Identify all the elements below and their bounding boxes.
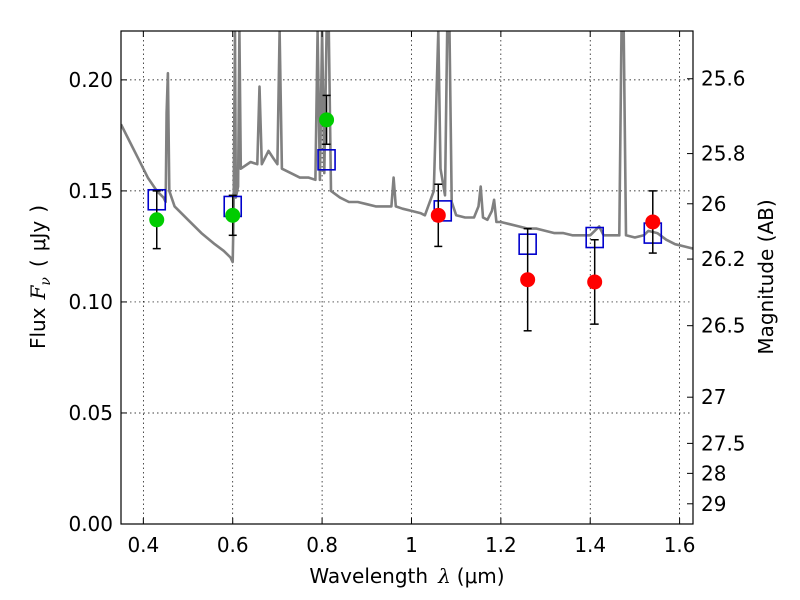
axes-frame: [120, 30, 694, 525]
y2-tick-label: 25.8: [701, 142, 746, 166]
observed-point: [319, 112, 335, 128]
model-sed-line: [121, 31, 693, 264]
y-tick-label: 0.15: [68, 179, 113, 203]
observed-point: [430, 207, 446, 223]
y2-tick-label: 26.5: [701, 314, 746, 338]
y-tick-label: 0.20: [68, 68, 113, 92]
x-tick-label: 1: [405, 533, 418, 557]
observed-point: [225, 207, 241, 223]
grid: [121, 31, 693, 525]
y2-axis-title: Magnitude (AB): [754, 199, 778, 354]
x-tick-label: 0.8: [306, 533, 338, 557]
y-tick-label: 0.00: [68, 512, 113, 536]
y2-tick-label: 25.6: [701, 67, 746, 91]
plot-area: [121, 31, 693, 332]
y2-tick-label: 28: [701, 461, 726, 485]
y-tick-label: 0.10: [68, 290, 113, 314]
y2-tick-label: 29: [701, 492, 726, 516]
observed-point: [645, 214, 661, 230]
ticks: 0.4 0.6 0.8 1 1.2 1.4 1.6 0.00 0.05 0.10 0.15 0.20 2…: [68, 31, 746, 557]
y2-tick-label: 27.5: [701, 431, 746, 455]
y-axis-title: FluxFν(μJy): [26, 205, 54, 349]
y2-tick-label: 26.2: [701, 247, 746, 271]
x-axis-title: Wavelength λ (μm): [309, 564, 504, 588]
y2-tick-label: 27: [701, 385, 726, 409]
x-tick-label: 0.6: [217, 533, 249, 557]
y2-tick-label: 26: [701, 192, 726, 216]
x-tick-label: 0.4: [127, 533, 159, 557]
observed-point: [520, 272, 536, 288]
observed-point: [149, 212, 165, 228]
x-tick-label: 1.4: [574, 533, 606, 557]
y-tick-label: 0.05: [68, 401, 113, 425]
observed-point: [587, 274, 603, 290]
x-tick-label: 1.6: [664, 533, 696, 557]
x-tick-label: 1.2: [485, 533, 517, 557]
model-photometry-square: [317, 149, 336, 171]
